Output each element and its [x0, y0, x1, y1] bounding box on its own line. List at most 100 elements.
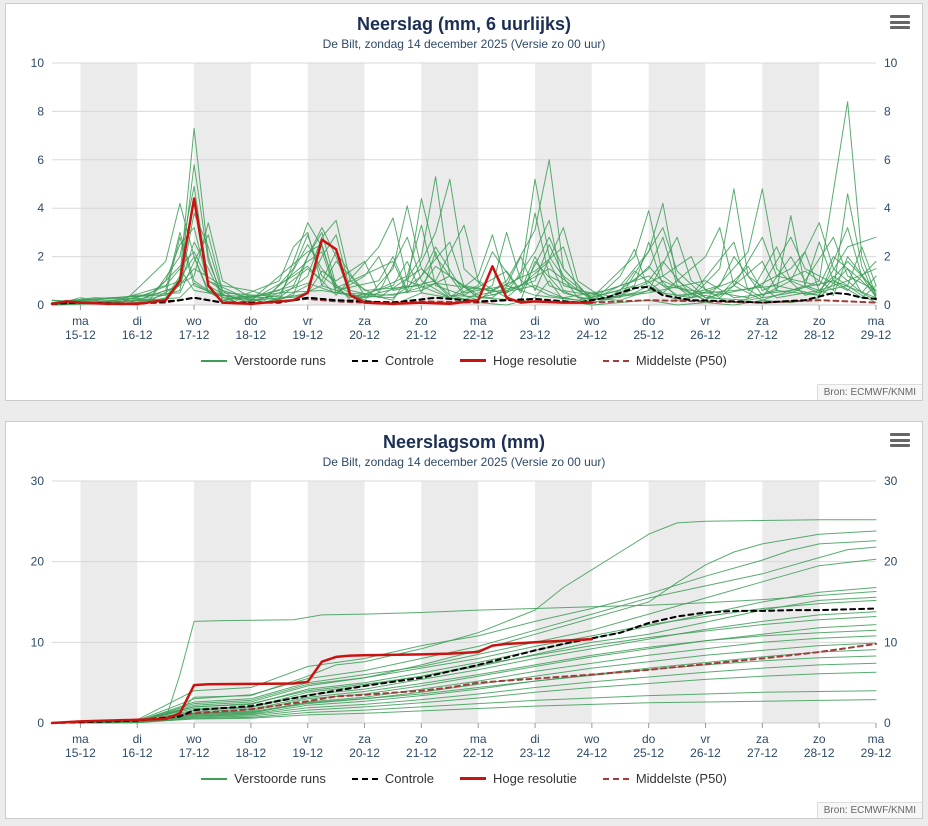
svg-text:10: 10 [31, 635, 45, 649]
svg-text:za: za [358, 314, 371, 328]
svg-text:wo: wo [185, 314, 202, 328]
svg-text:ma: ma [868, 314, 885, 328]
svg-text:27-12: 27-12 [747, 746, 778, 760]
svg-text:20-12: 20-12 [349, 746, 380, 760]
svg-text:30: 30 [31, 474, 45, 488]
svg-text:29-12: 29-12 [861, 328, 892, 342]
legend-label: Middelste (P50) [635, 771, 727, 786]
svg-text:30: 30 [884, 474, 898, 488]
svg-text:18-12: 18-12 [236, 328, 267, 342]
svg-text:17-12: 17-12 [179, 328, 210, 342]
chart-subtitle: De Bilt, zondag 14 december 2025 (Versie… [322, 37, 606, 51]
dashed-line-icon [351, 359, 378, 362]
svg-text:21-12: 21-12 [406, 746, 437, 760]
legend-label: Verstoorde runs [234, 353, 326, 368]
svg-text:28-12: 28-12 [804, 328, 835, 342]
source-credit: Bron: ECMWF/KNMI [816, 802, 922, 818]
svg-text:20-12: 20-12 [349, 328, 380, 342]
svg-text:0: 0 [37, 298, 44, 312]
svg-text:wo: wo [185, 732, 202, 746]
svg-text:za: za [358, 732, 371, 746]
legend-item-verstoorde-runs[interactable]: Verstoorde runs [201, 353, 326, 368]
ensemble-line-icon [201, 777, 228, 780]
chart-panel-neerslag: Neerslag (mm, 6 uurlijks) De Bilt, zonda… [5, 3, 923, 401]
svg-text:10: 10 [884, 635, 898, 649]
svg-text:15-12: 15-12 [65, 328, 96, 342]
legend-item-hoge-resolutie[interactable]: Hoge resolutie [460, 353, 577, 368]
svg-text:16-12: 16-12 [122, 746, 153, 760]
svg-text:wo: wo [583, 732, 600, 746]
svg-text:23-12: 23-12 [520, 746, 551, 760]
svg-text:di: di [133, 732, 142, 746]
precipitation-6h-chart: 0 02 24 46 68 810 10ma15-12di16-12wo17-12do18-… [31, 56, 898, 342]
legend: Verstoorde runs Controle Hoge resolutie … [6, 353, 922, 368]
svg-text:do: do [642, 314, 656, 328]
svg-text:8: 8 [37, 104, 44, 118]
svg-text:0: 0 [884, 298, 891, 312]
svg-text:zo: zo [415, 732, 428, 746]
svg-text:zo: zo [813, 732, 826, 746]
svg-text:4: 4 [884, 201, 891, 215]
svg-text:za: za [756, 732, 769, 746]
dashed-line-icon [602, 359, 629, 362]
dashed-line-icon [602, 777, 629, 780]
svg-text:19-12: 19-12 [292, 328, 323, 342]
svg-text:20: 20 [884, 555, 898, 569]
svg-text:4: 4 [37, 201, 44, 215]
svg-text:zo: zo [415, 314, 428, 328]
legend-label: Hoge resolutie [493, 353, 577, 368]
svg-text:10: 10 [31, 56, 45, 70]
svg-text:2: 2 [37, 250, 44, 264]
legend-item-controle[interactable]: Controle [351, 353, 434, 368]
svg-text:23-12: 23-12 [520, 328, 551, 342]
svg-text:do: do [244, 314, 258, 328]
source-credit: Bron: ECMWF/KNMI [816, 384, 922, 400]
svg-text:19-12: 19-12 [292, 746, 323, 760]
solid-line-icon [460, 359, 487, 362]
svg-text:22-12: 22-12 [463, 746, 494, 760]
svg-text:22-12: 22-12 [463, 328, 494, 342]
svg-text:di: di [133, 314, 142, 328]
legend-label: Hoge resolutie [493, 771, 577, 786]
chart-panel-neerslagsom: Neerslagsom (mm) De Bilt, zondag 14 dece… [5, 421, 923, 819]
legend-item-middelste-p50[interactable]: Middelste (P50) [602, 771, 727, 786]
chart-title: Neerslagsom (mm) [382, 432, 546, 452]
svg-text:18-12: 18-12 [236, 746, 267, 760]
svg-text:10: 10 [884, 56, 898, 70]
svg-text:ma: ma [868, 732, 885, 746]
legend-item-hoge-resolutie[interactable]: Hoge resolutie [460, 771, 577, 786]
chart-title: Neerslag (mm, 6 uurlijks) [356, 14, 572, 34]
hamburger-menu-icon[interactable] [890, 14, 910, 30]
svg-text:zo: zo [813, 314, 826, 328]
svg-text:0: 0 [884, 716, 891, 730]
svg-text:29-12: 29-12 [861, 746, 892, 760]
svg-text:vr: vr [303, 314, 313, 328]
svg-text:21-12: 21-12 [406, 328, 437, 342]
svg-text:do: do [244, 732, 258, 746]
svg-text:17-12: 17-12 [179, 746, 210, 760]
svg-text:di: di [530, 314, 539, 328]
ensemble-line-icon [201, 359, 228, 362]
legend: Verstoorde runs Controle Hoge resolutie … [6, 771, 922, 786]
svg-text:24-12: 24-12 [577, 328, 608, 342]
svg-text:26-12: 26-12 [690, 746, 721, 760]
svg-text:ma: ma [470, 314, 487, 328]
chart-subtitle: De Bilt, zondag 14 december 2025 (Versie… [322, 455, 606, 469]
legend-item-controle[interactable]: Controle [351, 771, 434, 786]
svg-text:0: 0 [37, 716, 44, 730]
svg-text:vr: vr [701, 732, 711, 746]
svg-text:16-12: 16-12 [122, 328, 153, 342]
legend-item-verstoorde-runs[interactable]: Verstoorde runs [201, 771, 326, 786]
svg-text:ma: ma [470, 732, 487, 746]
svg-text:6: 6 [884, 153, 891, 167]
hamburger-menu-icon[interactable] [890, 432, 910, 448]
solid-line-icon [460, 777, 487, 780]
svg-text:25-12: 25-12 [633, 746, 664, 760]
legend-label: Verstoorde runs [234, 771, 326, 786]
svg-text:za: za [756, 314, 769, 328]
legend-item-middelste-p50[interactable]: Middelste (P50) [602, 353, 727, 368]
legend-label: Middelste (P50) [635, 353, 727, 368]
svg-text:15-12: 15-12 [65, 746, 96, 760]
